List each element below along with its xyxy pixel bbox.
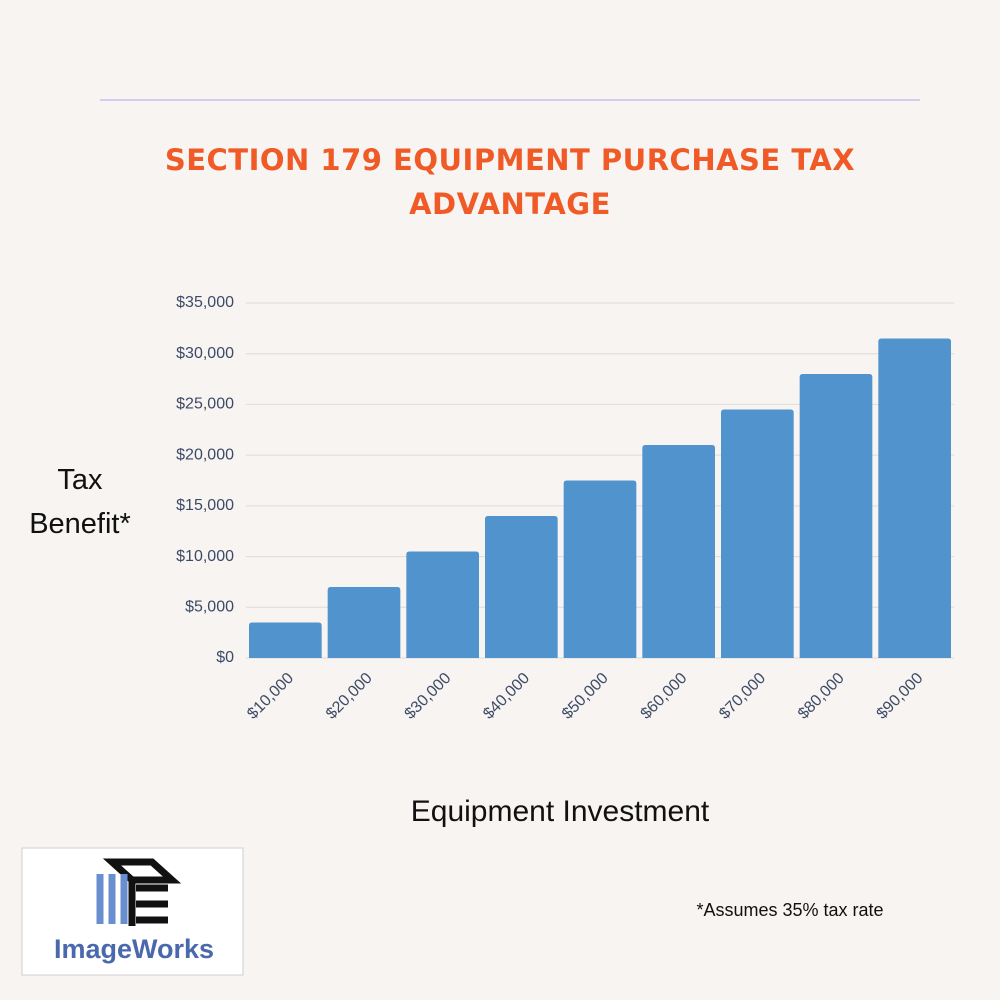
y-tick-label: $35,000 (176, 294, 234, 311)
y-tick-label: $15,000 (176, 497, 234, 514)
y-tick-label: $10,000 (176, 548, 234, 565)
chart-title: SECTION 179 EQUIPMENT PURCHASE TAX ADVAN… (164, 143, 856, 221)
logo-text: ImageWorks (54, 934, 214, 964)
bar (485, 516, 558, 658)
bar (563, 480, 637, 658)
bar (878, 338, 951, 658)
bar (642, 445, 715, 658)
x-tick-label: $50,000 (559, 670, 612, 723)
bar (721, 409, 794, 658)
x-tick-label: $70,000 (716, 670, 769, 723)
y-tick-label: $5,000 (185, 599, 234, 616)
y-tick-label: $0 (216, 649, 234, 666)
y-tick-label: $25,000 (176, 396, 234, 413)
bar (799, 374, 873, 658)
x-tick-label: $10,000 (244, 670, 297, 723)
y-tick-label: $30,000 (176, 345, 234, 362)
x-tick-label: $40,000 (480, 670, 533, 723)
x-tick-label: $80,000 (795, 670, 848, 723)
y-tick-label: $20,000 (176, 446, 234, 463)
x-tick-label: $90,000 (874, 670, 927, 723)
x-tick-label: $20,000 (323, 670, 376, 723)
x-tick-label: $60,000 (638, 670, 691, 723)
bar (327, 587, 401, 658)
x-tick-label: $30,000 (402, 670, 455, 723)
footnote: *Assumes 35% tax rate (696, 900, 884, 920)
bar (249, 622, 322, 658)
y-axis-label: Tax Benefit* (29, 464, 131, 540)
bar (406, 551, 479, 658)
logo: ImageWorks (21, 847, 244, 976)
x-axis-label: Equipment Investment (410, 795, 710, 828)
logo-mark (96, 858, 182, 926)
